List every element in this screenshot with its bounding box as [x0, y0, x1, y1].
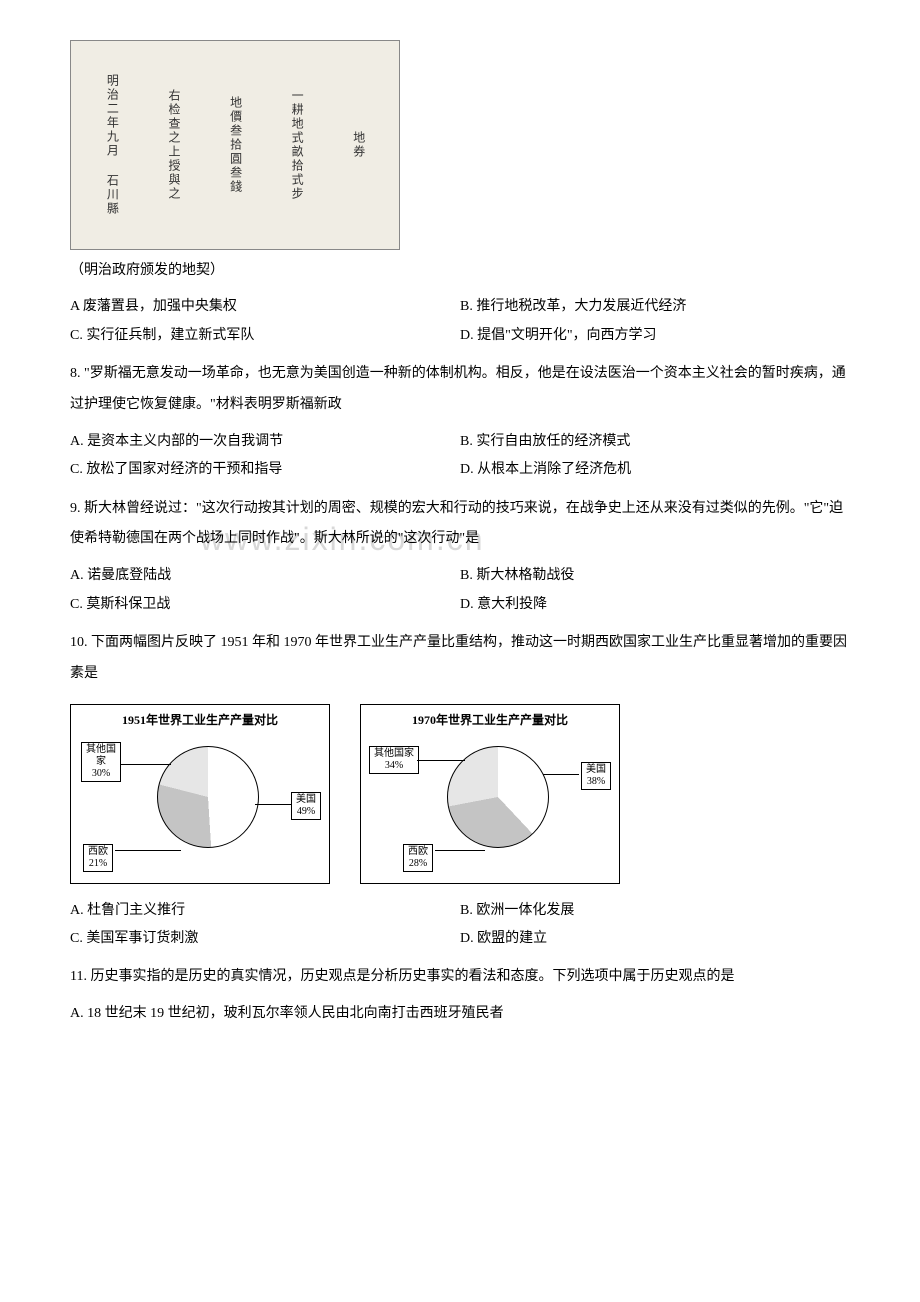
q10-option-d: D. 欧盟的建立 [460, 928, 850, 950]
chart2-pie [447, 746, 549, 848]
q8-option-d: D. 从根本上消除了经济危机 [460, 459, 850, 481]
chart1-line-eu [115, 850, 181, 851]
scroll-text-3: 一耕地式畝拾式步 [287, 89, 306, 201]
q8-option-c: C. 放松了国家对经济的干预和指导 [70, 459, 460, 481]
q10-option-c: C. 美国军事订货刺激 [70, 928, 460, 950]
q9-text: 9. 斯大林曾经说过："这次行动按其计划的周密、规模的宏大和行动的技巧来说，在战… [70, 494, 850, 556]
chart2-line-eu [435, 850, 485, 851]
chart2-title: 1970年世界工业生产产量对比 [367, 711, 613, 730]
image-caption: （明治政府颁发的地契） [70, 260, 850, 282]
chart2-line-us [543, 774, 579, 775]
chart2-label-us: 美国38% [581, 762, 611, 790]
q7-option-d: D. 提倡"文明开化"，向西方学习 [460, 325, 850, 347]
q7-option-a: A 废藩置县，加强中央集权 [70, 296, 460, 318]
chart2-pie-wrap: 其他国家34% 美国38% 西欧28% [367, 734, 613, 874]
chart1-label-us: 美国49% [291, 792, 321, 820]
q10-options-row2: C. 美国军事订货刺激 D. 欧盟的建立 [70, 928, 850, 950]
q8-option-a: A. 是资本主义内部的一次自我调节 [70, 431, 460, 453]
q11-text: 11. 历史事实指的是历史的真实情况，历史观点是分析历史事实的看法和态度。下列选… [70, 962, 850, 993]
q9-option-c: C. 莫斯科保卫战 [70, 594, 460, 616]
q9-option-a: A. 诺曼底登陆战 [70, 565, 460, 587]
q8-options-row2: C. 放松了国家对经济的干预和指导 D. 从根本上消除了经济危机 [70, 459, 850, 481]
q8-options-row1: A. 是资本主义内部的一次自我调节 B. 实行自由放任的经济模式 [70, 431, 850, 453]
chart1-pie-wrap: 其他国家30% 美国49% 西欧21% [77, 734, 323, 874]
q10-option-b: B. 欧洲一体化发展 [460, 900, 850, 922]
chart2-label-eu: 西欧28% [403, 844, 433, 872]
q7-option-c: C. 实行征兵制，建立新式军队 [70, 325, 460, 347]
q10-text: 10. 下面两幅图片反映了 1951 年和 1970 年世界工业生产产量比重结构… [70, 628, 850, 690]
charts-container: 1951年世界工业生产产量对比 其他国家30% 美国49% 西欧21% 1970… [70, 704, 850, 884]
q10-options-row1: A. 杜鲁门主义推行 B. 欧洲一体化发展 [70, 900, 850, 922]
q7-option-b: B. 推行地税改革，大力发展近代经济 [460, 296, 850, 318]
chart1-line-us [255, 804, 291, 805]
chart1-pie [157, 746, 259, 848]
q8-option-b: B. 实行自由放任的经济模式 [460, 431, 850, 453]
q7-options-row1: A 废藩置县，加强中央集权 B. 推行地税改革，大力发展近代经济 [70, 296, 850, 318]
q9-option-b: B. 斯大林格勒战役 [460, 565, 850, 587]
chart1-title: 1951年世界工业生产产量对比 [77, 711, 323, 730]
scroll-text-2: 地價叁拾圓叁錢 [225, 96, 244, 194]
chart1-label-eu: 西欧21% [83, 844, 113, 872]
chart1-label-other: 其他国家30% [81, 742, 121, 782]
scroll-text-1: 右检查之上授與之 [164, 89, 183, 201]
chart2-line-other [417, 760, 465, 761]
q9-options-row2: C. 莫斯科保卫战 D. 意大利投降 [70, 594, 850, 616]
chart1-line-other [121, 764, 171, 765]
scroll-text-0: 明治二年九月 石川縣 [102, 74, 121, 216]
chart-1970: 1970年世界工业生产产量对比 其他国家34% 美国38% 西欧28% [360, 704, 620, 884]
q7-options-row2: C. 实行征兵制，建立新式军队 D. 提倡"文明开化"，向西方学习 [70, 325, 850, 347]
q9-options-row1: A. 诺曼底登陆战 B. 斯大林格勒战役 [70, 565, 850, 587]
chart-1951: 1951年世界工业生产产量对比 其他国家30% 美国49% 西欧21% [70, 704, 330, 884]
q9-option-d: D. 意大利投降 [460, 594, 850, 616]
q8-text: 8. "罗斯福无意发动一场革命，也无意为美国创造一种新的体制机构。相反，他是在设… [70, 359, 850, 421]
chart2-label-other: 其他国家34% [369, 746, 419, 774]
scroll-text-4: 地券 [349, 131, 368, 159]
q10-option-a: A. 杜鲁门主义推行 [70, 900, 460, 922]
land-deed-image: 明治二年九月 石川縣 右检查之上授與之 地價叁拾圓叁錢 一耕地式畝拾式步 地券 [70, 40, 400, 250]
q11-option-a: A. 18 世纪末 19 世纪初，玻利瓦尔率领人民由北向南打击西班牙殖民者 [70, 1003, 850, 1025]
